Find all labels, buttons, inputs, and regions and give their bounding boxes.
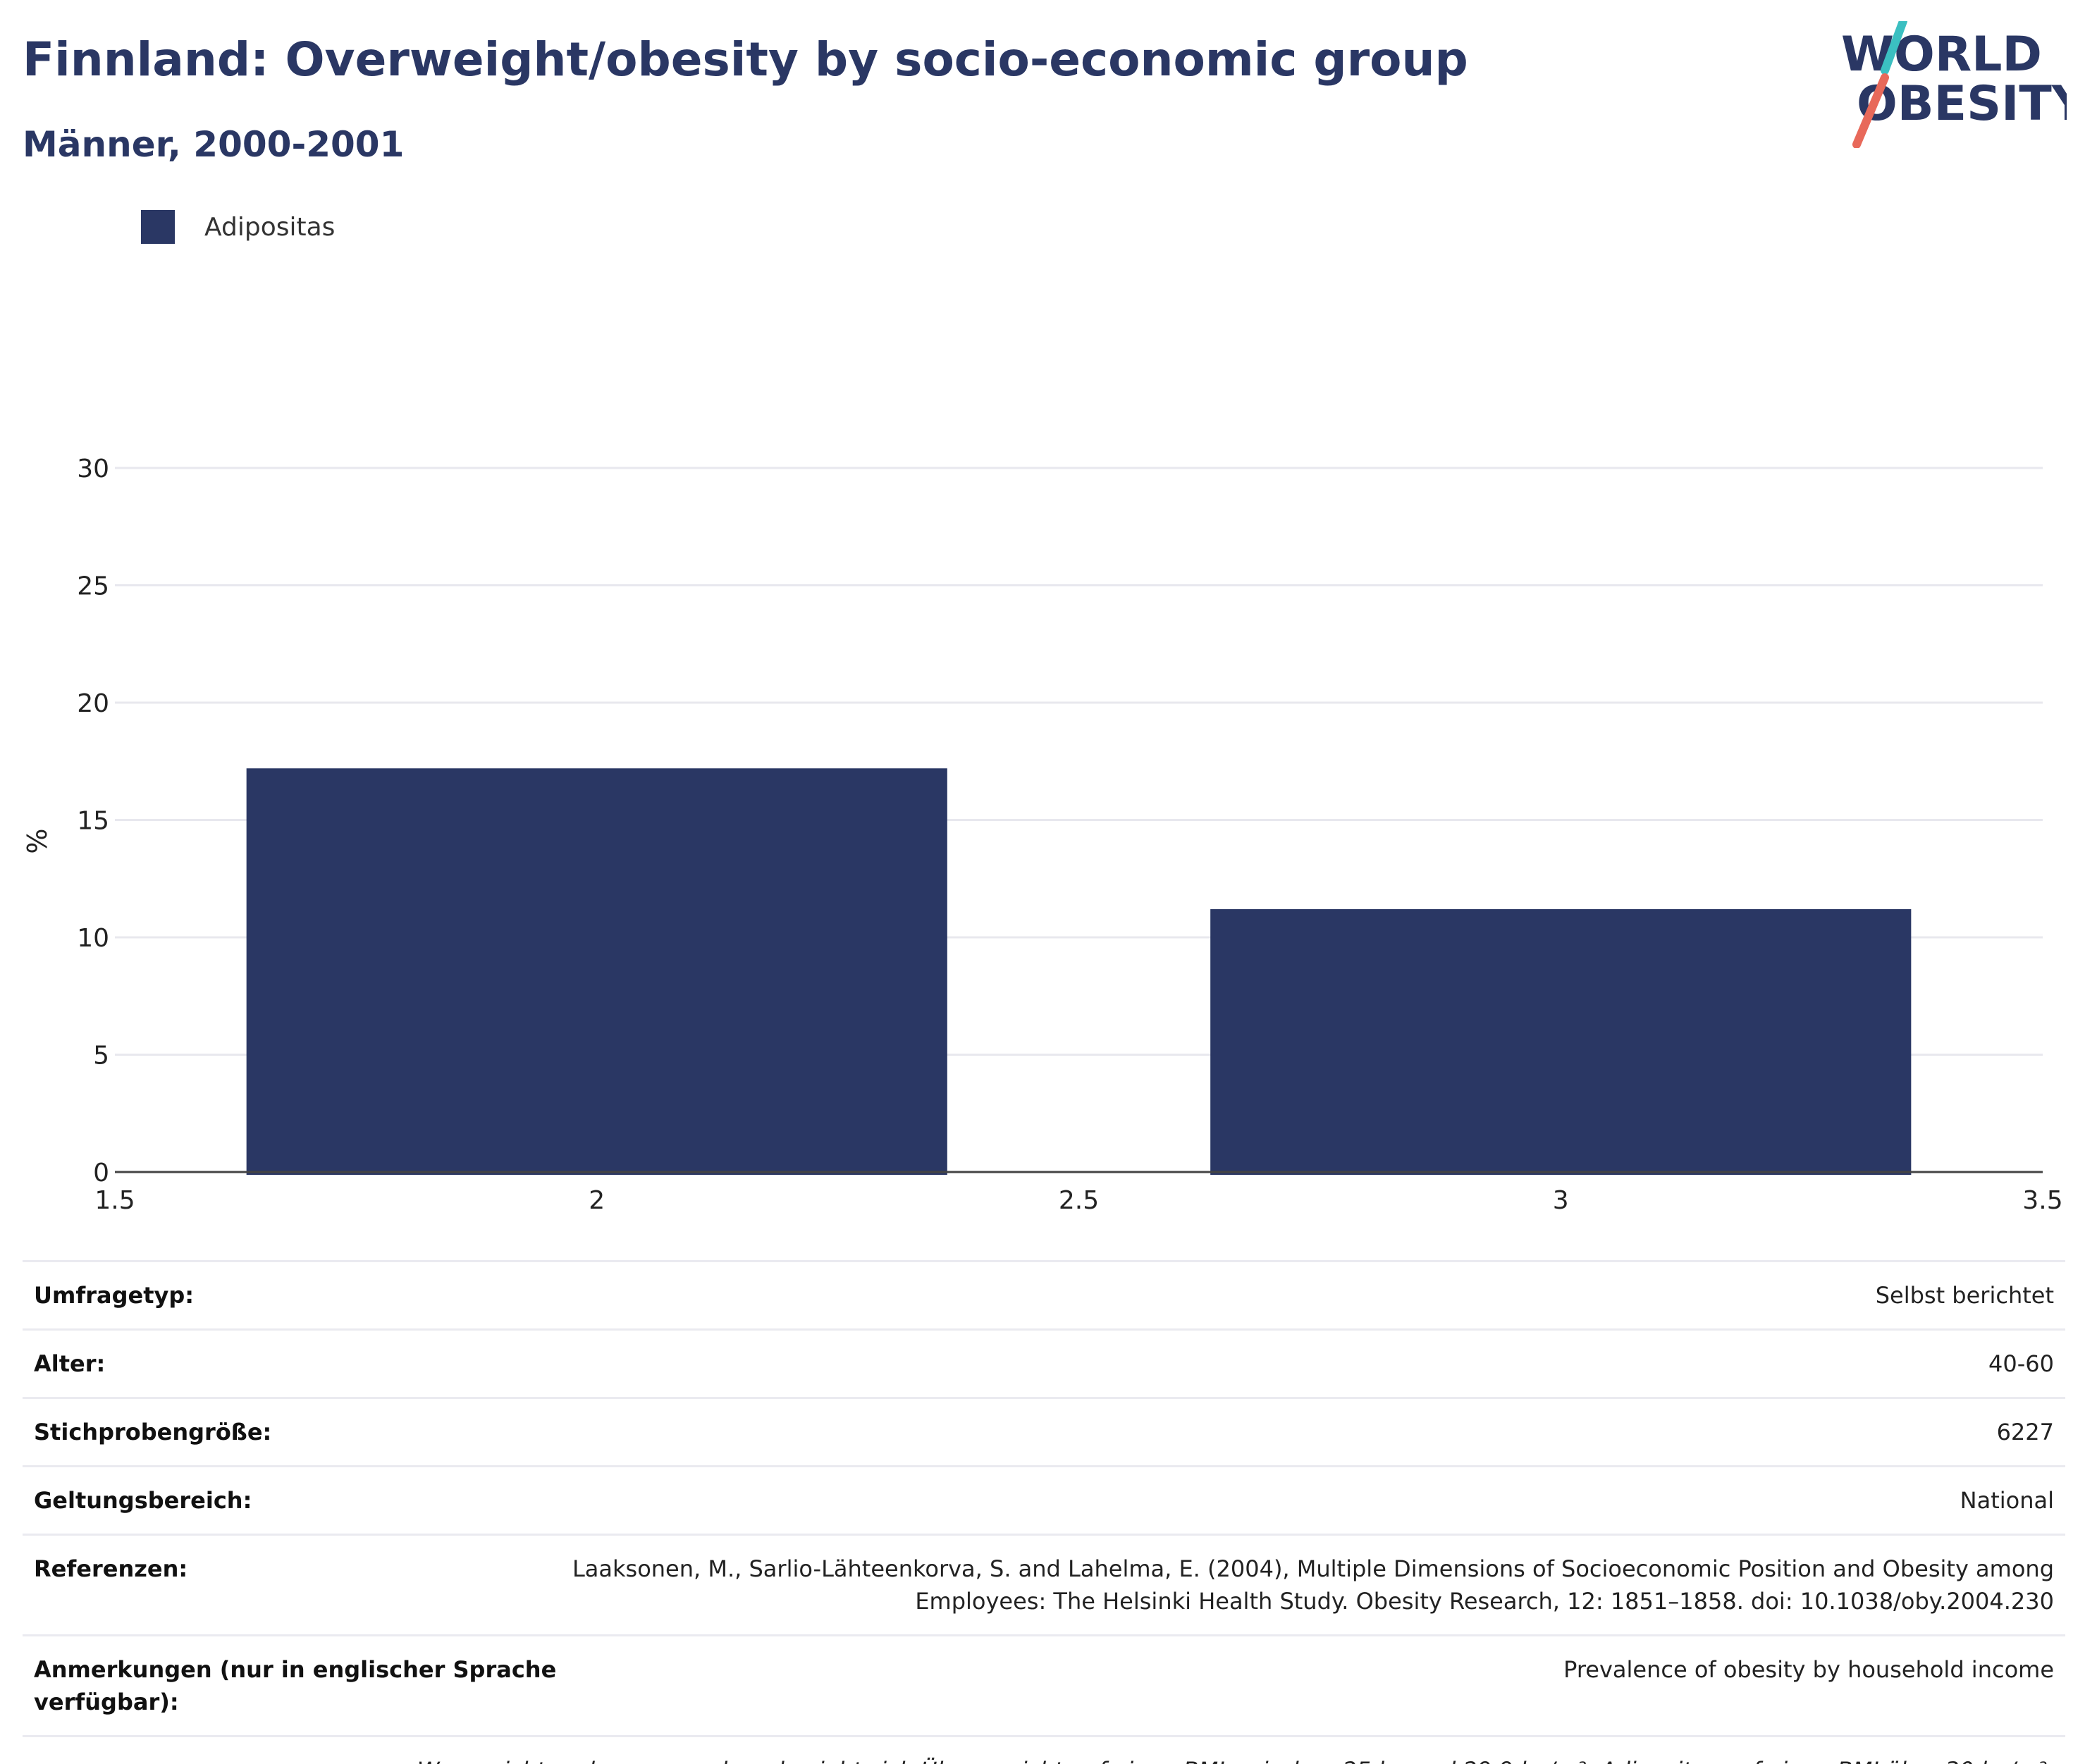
world-obesity-logo: WORLD OBESITY <box>1841 21 2067 148</box>
bar-chart: 0 5 10 15 20 25 30 1.5 2 2.5 3 3.5 % <box>22 455 2063 1212</box>
y-tick-label: 20 <box>77 689 109 718</box>
info-row: Stichprobengröße: 6227 <box>23 1397 2065 1465</box>
logo-slash-bottom <box>1852 73 1889 148</box>
y-tick-label: 5 <box>93 1042 109 1071</box>
logo-slash-top <box>1881 21 1907 75</box>
info-value: Prevalence of obesity by household incom… <box>1563 1656 2054 1683</box>
info-row: Anmerkungen (nur in englischer Sprache ve… <box>23 1634 2065 1735</box>
info-value-line: Laaksonen, M., Sarlio-Lähteenkorva, S. a… <box>572 1555 2054 1582</box>
y-tick-label: 25 <box>77 572 109 601</box>
info-label-line: Anmerkungen (nur in englischer Sprache <box>34 1656 557 1683</box>
info-label: Referenzen: <box>34 1555 188 1582</box>
info-label: Anmerkungen (nur in englischer Sprache ve… <box>34 1653 556 1718</box>
y-tick-label: 30 <box>77 455 109 483</box>
info-label: Alter: <box>34 1350 106 1377</box>
info-label: Geltungsbereich: <box>34 1487 252 1514</box>
logo-text-obesity: OBESITY <box>1857 76 2067 132</box>
y-tick-label: 0 <box>93 1159 109 1188</box>
chart-legend[interactable]: Adipositas <box>141 210 335 244</box>
legend-label: Adipositas <box>204 212 336 242</box>
info-row: Geltungsbereich: National <box>23 1465 2065 1534</box>
footnote-row: Wenn nicht anders angegeben, bezieht sic… <box>23 1735 2065 1764</box>
x-tick-label: 3.5 <box>2022 1186 2062 1212</box>
x-tick-label: 1.5 <box>94 1186 135 1212</box>
info-row: Referenzen: Laaksonen, M., Sarlio-Lähteen… <box>23 1534 2065 1634</box>
info-row: Umfragetyp: Selbst berichtet <box>23 1260 2065 1328</box>
info-value: 40-60 <box>1988 1350 2054 1377</box>
bar-2[interactable] <box>246 768 947 1175</box>
info-value: Laaksonen, M., Sarlio-Lähteenkorva, S. a… <box>572 1553 2054 1617</box>
y-axis-label: % <box>22 828 53 853</box>
info-label-line: verfügbar): <box>34 1689 179 1715</box>
info-value-line: Employees: The Helsinki Health Study. Ob… <box>915 1588 2054 1615</box>
info-label: Stichprobengröße: <box>34 1419 272 1445</box>
info-label: Umfragetyp: <box>34 1282 195 1309</box>
x-tick-label: 3 <box>1553 1186 1569 1212</box>
x-tick-label: 2 <box>589 1186 605 1212</box>
footnote: Wenn nicht anders angegeben, bezieht sic… <box>417 1754 2054 1764</box>
info-row: Alter: 40-60 <box>23 1328 2065 1397</box>
page-title: Finnland: Overweight/obesity by socio-ec… <box>23 32 1468 87</box>
bars <box>246 768 1912 1175</box>
x-tick-label: 2.5 <box>1059 1186 1099 1212</box>
y-tick-label: 10 <box>77 924 109 953</box>
tick-labels: 0 5 10 15 20 25 30 1.5 2 2.5 3 3.5 <box>77 455 2062 1212</box>
y-tick-label: 15 <box>77 807 109 836</box>
info-value: National <box>1960 1487 2054 1514</box>
info-table: Umfragetyp: Selbst berichtet Alter: 40-60 St… <box>23 1260 2065 1764</box>
logo-text-world: WORLD <box>1841 27 2042 82</box>
legend-swatch <box>141 210 175 244</box>
page-subtitle: Männer, 2000-2001 <box>23 124 405 165</box>
info-value: Selbst berichtet <box>1875 1282 2054 1309</box>
info-value: 6227 <box>1996 1419 2054 1445</box>
bar-3[interactable] <box>1210 909 1912 1175</box>
